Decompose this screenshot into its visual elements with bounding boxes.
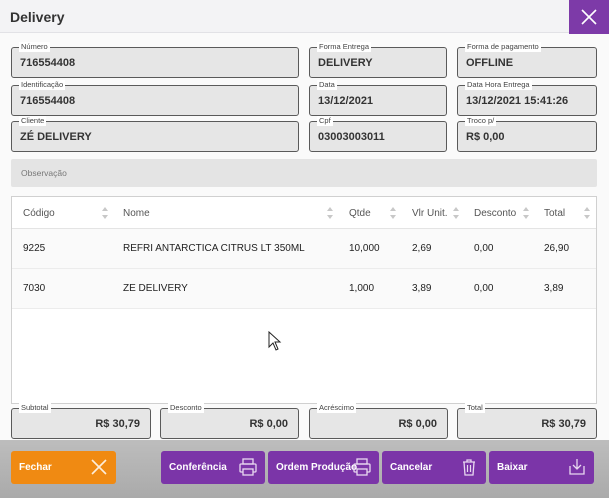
numero-field[interactable]: Número 716554408 — [11, 42, 299, 78]
cell-desconto: 0,00 — [474, 243, 494, 254]
cpf-field[interactable]: Cpf 03003003011 — [309, 116, 447, 152]
acrescimo-label: Acréscimo — [317, 403, 357, 413]
observacao-placeholder: Observação — [21, 168, 67, 178]
cell-vlr-unit: 3,89 — [412, 283, 432, 294]
identificacao-value: 716554408 — [20, 95, 76, 107]
table-header: Código Nome Qtde Vlr Unit. Desconto Tota… — [12, 197, 596, 229]
ordem-producao-button[interactable]: Ordem Produção — [268, 451, 379, 484]
column-header-nome[interactable]: Nome — [123, 208, 150, 219]
mouse-cursor-icon — [268, 331, 282, 351]
baixar-button[interactable]: Baixar — [489, 451, 594, 484]
subtotal-value: R$ 30,79 — [95, 418, 140, 430]
total-label: Total — [465, 403, 485, 413]
cliente-field[interactable]: Cliente ZÉ DELIVERY — [11, 116, 299, 152]
total-value: R$ 30,79 — [541, 418, 586, 430]
data-hora-entrega-field[interactable]: Data Hora Entrega 13/12/2021 15:41:26 — [457, 80, 597, 116]
identificacao-field[interactable]: Identificação 716554408 — [11, 80, 299, 116]
acrescimo-value: R$ 0,00 — [398, 418, 437, 430]
column-header-codigo[interactable]: Código — [23, 208, 55, 219]
forma-pagamento-label: Forma de pagamento — [465, 42, 541, 52]
conferencia-button[interactable]: Conferência — [161, 451, 265, 484]
close-dialog-button[interactable] — [569, 0, 609, 34]
forma-entrega-value: DELIVERY — [318, 57, 373, 69]
data-value: 13/12/2021 — [318, 95, 374, 107]
subtotal-label: Subtotal — [19, 403, 51, 413]
column-header-qtde[interactable]: Qtde — [349, 208, 371, 219]
subtotal-field: Subtotal R$ 30,79 — [11, 403, 151, 439]
sort-icon[interactable] — [389, 206, 397, 220]
forma-pagamento-field[interactable]: Forma de pagamento OFFLINE — [457, 42, 597, 78]
cliente-value: ZÉ DELIVERY — [20, 131, 92, 143]
data-hora-entrega-value: 13/12/2021 15:41:26 — [466, 95, 569, 107]
sort-icon[interactable] — [522, 206, 530, 220]
dialog-title: Delivery — [10, 9, 65, 25]
cliente-label: Cliente — [19, 116, 47, 126]
cell-vlr-unit: 2,69 — [412, 243, 432, 254]
baixar-label: Baixar — [497, 462, 528, 473]
cell-codigo: 9225 — [23, 243, 46, 254]
printer-icon — [353, 458, 371, 476]
total-field: Total R$ 30,79 — [457, 403, 597, 439]
sort-icon[interactable] — [101, 206, 109, 220]
forma-entrega-label: Forma Entrega — [317, 42, 372, 52]
table-row[interactable]: 7030 ZE DELIVERY 1,000 3,89 0,00 3,89 — [12, 269, 596, 309]
acrescimo-field: Acréscimo R$ 0,00 — [309, 403, 448, 439]
table-row[interactable]: 9225 REFRI ANTARCTICA CITRUS LT 350ML 10… — [12, 229, 596, 269]
desconto-total-label: Desconto — [168, 403, 204, 413]
cancelar-label: Cancelar — [390, 462, 433, 473]
cell-qtde: 10,000 — [349, 243, 380, 254]
cell-codigo: 7030 — [23, 283, 46, 294]
troco-field[interactable]: Troco p/ R$ 0,00 — [457, 116, 597, 152]
close-icon — [581, 9, 597, 25]
cell-total: 3,89 — [544, 283, 564, 294]
column-header-vlr-unit[interactable]: Vlr Unit. — [412, 208, 448, 219]
cancelar-button[interactable]: Cancelar — [382, 451, 486, 484]
cell-nome: ZE DELIVERY — [123, 283, 188, 294]
forma-pagamento-value: OFFLINE — [466, 57, 514, 69]
cpf-value: 03003003011 — [318, 131, 385, 143]
printer-icon — [239, 458, 257, 476]
trash-icon — [463, 459, 475, 476]
identificacao-label: Identificação — [19, 80, 66, 90]
sort-icon[interactable] — [326, 206, 334, 220]
desconto-total-value: R$ 0,00 — [249, 418, 288, 430]
data-field[interactable]: Data 13/12/2021 — [309, 80, 447, 116]
title-bar: Delivery — [0, 0, 609, 34]
close-icon — [91, 459, 107, 475]
ordem-producao-label: Ordem Produção — [276, 462, 358, 473]
cell-total: 26,90 — [544, 243, 570, 254]
sort-icon[interactable] — [452, 206, 460, 220]
troco-label: Troco p/ — [465, 116, 497, 126]
numero-label: Número — [19, 42, 50, 52]
cell-qtde: 1,000 — [349, 283, 375, 294]
cell-nome: REFRI ANTARCTICA CITRUS LT 350ML — [123, 243, 305, 254]
column-header-desconto[interactable]: Desconto — [474, 208, 517, 219]
observacao-input[interactable]: Observação — [11, 159, 597, 187]
troco-value: R$ 0,00 — [466, 131, 505, 143]
download-icon — [569, 459, 585, 475]
data-label: Data — [317, 80, 337, 90]
fechar-label: Fechar — [19, 462, 52, 473]
desconto-total-field: Desconto R$ 0,00 — [160, 403, 299, 439]
sort-icon[interactable] — [583, 206, 591, 220]
numero-value: 716554408 — [20, 57, 76, 69]
items-table[interactable]: Código Nome Qtde Vlr Unit. Desconto Tota… — [11, 196, 597, 404]
cpf-label: Cpf — [317, 116, 333, 126]
conferencia-label: Conferência — [169, 462, 227, 473]
forma-entrega-field[interactable]: Forma Entrega DELIVERY — [309, 42, 447, 78]
data-hora-entrega-label: Data Hora Entrega — [465, 80, 532, 90]
column-header-total[interactable]: Total — [544, 208, 566, 219]
cell-desconto: 0,00 — [474, 283, 494, 294]
fechar-button[interactable]: Fechar — [11, 451, 116, 484]
